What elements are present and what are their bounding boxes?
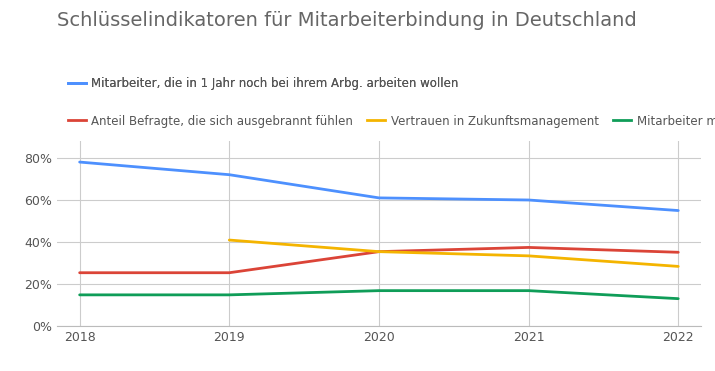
Mitarbeiter, die in 1 Jahr noch bei ihrem Arbg. arbeiten wollen	[674, 208, 683, 213]
Text: Schlüsselindikatoren für Mitarbeiterbindung in Deutschland: Schlüsselindikatoren für Mitarbeiterbind…	[57, 11, 637, 30]
Anteil Befragte, die sich ausgebrannt fühlen	[524, 245, 533, 250]
Mitarbeiter mit hoher Bindung	[674, 296, 683, 301]
Vertrauen in Zukunftsmanagement	[375, 249, 383, 254]
Mitarbeiter mit hoher Bindung	[524, 288, 533, 293]
Mitarbeiter mit hoher Bindung	[375, 288, 383, 293]
Mitarbeiter, die in 1 Jahr noch bei ihrem Arbg. arbeiten wollen	[225, 173, 234, 177]
Line: Vertrauen in Zukunftsmanagement: Vertrauen in Zukunftsmanagement	[230, 240, 679, 266]
Legend: Mitarbeiter, die in 1 Jahr noch bei ihrem Arbg. arbeiten wollen: Mitarbeiter, die in 1 Jahr noch bei ihre…	[63, 73, 463, 95]
Anteil Befragte, die sich ausgebrannt fühlen	[75, 270, 84, 275]
Vertrauen in Zukunftsmanagement	[524, 254, 533, 258]
Anteil Befragte, die sich ausgebrannt fühlen	[375, 249, 383, 254]
Mitarbeiter mit hoher Bindung	[75, 293, 84, 297]
Line: Mitarbeiter, die in 1 Jahr noch bei ihrem Arbg. arbeiten wollen: Mitarbeiter, die in 1 Jahr noch bei ihre…	[79, 162, 679, 210]
Mitarbeiter, die in 1 Jahr noch bei ihrem Arbg. arbeiten wollen	[75, 160, 84, 164]
Vertrauen in Zukunftsmanagement	[225, 238, 234, 242]
Mitarbeiter mit hoher Bindung	[225, 293, 234, 297]
Anteil Befragte, die sich ausgebrannt fühlen	[674, 250, 683, 255]
Mitarbeiter, die in 1 Jahr noch bei ihrem Arbg. arbeiten wollen	[375, 196, 383, 200]
Vertrauen in Zukunftsmanagement	[674, 264, 683, 269]
Legend: Anteil Befragte, die sich ausgebrannt fühlen, Vertrauen in Zukunftsmanagement, M: Anteil Befragte, die sich ausgebrannt fü…	[63, 110, 715, 132]
Line: Anteil Befragte, die sich ausgebrannt fühlen: Anteil Befragte, die sich ausgebrannt fü…	[79, 247, 679, 273]
Anteil Befragte, die sich ausgebrannt fühlen	[225, 270, 234, 275]
Line: Mitarbeiter mit hoher Bindung: Mitarbeiter mit hoher Bindung	[79, 290, 679, 299]
Mitarbeiter, die in 1 Jahr noch bei ihrem Arbg. arbeiten wollen	[524, 198, 533, 202]
